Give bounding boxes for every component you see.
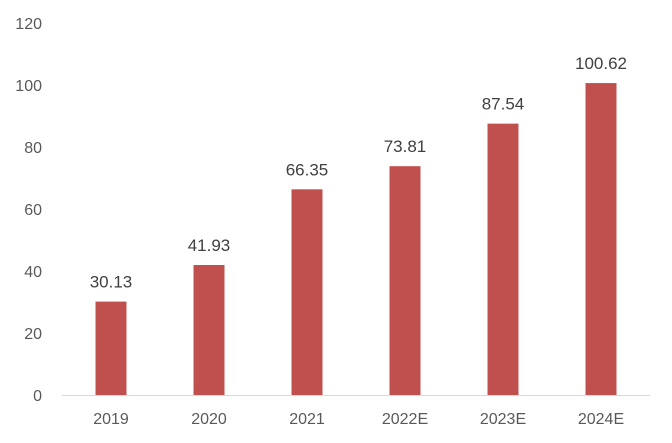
bar-2021: [291, 189, 323, 395]
data-label-2022e: 73.81: [384, 137, 427, 156]
x-tick-label-2019: 2019: [93, 411, 129, 428]
data-label-2020: 41.93: [188, 236, 231, 255]
y-tick-label: 60: [24, 202, 42, 219]
x-tick-label-2020: 2020: [191, 411, 227, 428]
data-label-2019: 30.13: [90, 273, 133, 292]
bar-2020: [193, 265, 225, 395]
y-tick-label: 80: [24, 140, 42, 157]
bar-2024e: [585, 83, 617, 395]
data-label-2024e: 100.62: [575, 54, 627, 73]
bar-2022e: [389, 166, 421, 395]
data-label-2021: 66.35: [286, 160, 329, 179]
x-axis-tick-labels: 2019 2020 2021 2022E 2023E 2024E: [93, 411, 624, 428]
x-tick-label-2023e: 2023E: [480, 411, 526, 428]
x-tick-label-2021: 2021: [289, 411, 325, 428]
x-tick-label-2024e: 2024E: [578, 411, 624, 428]
bar-data-labels: 30.13 41.93 66.35 73.81 87.54 100.62: [90, 54, 627, 292]
y-tick-label: 120: [15, 16, 42, 33]
y-tick-label: 0: [33, 388, 42, 405]
y-tick-label: 100: [15, 78, 42, 95]
bar-series: [95, 83, 617, 395]
x-tick-label-2022e: 2022E: [382, 411, 428, 428]
bar-2019: [95, 301, 127, 395]
y-axis-tick-labels: 0 20 40 60 80 100 120: [15, 16, 42, 405]
bar-2023e: [487, 123, 519, 395]
y-tick-label: 20: [24, 326, 42, 343]
y-tick-label: 40: [24, 264, 42, 281]
data-label-2023e: 87.54: [482, 95, 525, 114]
